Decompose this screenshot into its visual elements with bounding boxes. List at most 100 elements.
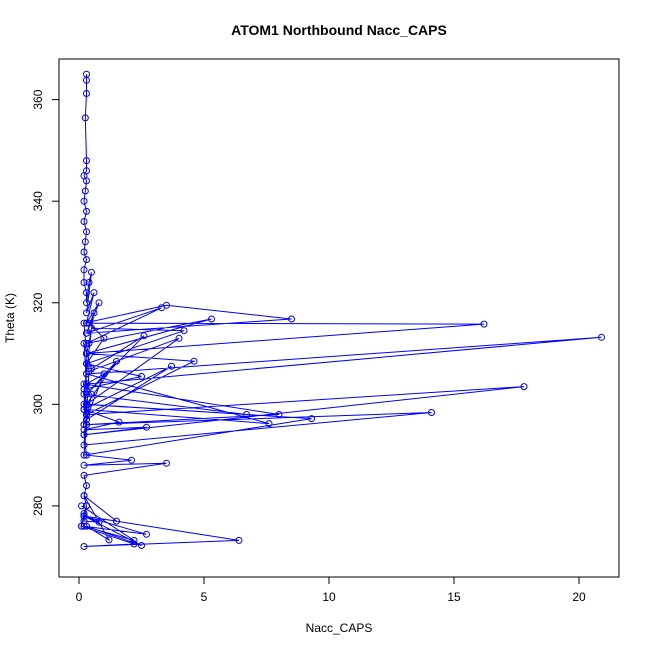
data-point [80, 461, 88, 469]
chart-title: ATOM1 Northbound Nacc_CAPS [231, 22, 447, 38]
y-axis: 280 300 320 340 360 [31, 89, 60, 516]
data-point [113, 357, 120, 365]
data-point [83, 350, 90, 357]
data-point [83, 451, 90, 459]
data-point [80, 248, 88, 256]
x-tick-label: 0 [76, 590, 83, 604]
data-point [308, 415, 315, 423]
data-layer [78, 70, 605, 550]
data-point [80, 339, 88, 347]
x-tick-label: 20 [572, 590, 586, 604]
data-point [190, 357, 198, 365]
data-point [80, 390, 88, 398]
data-point [83, 309, 90, 317]
data-point [90, 309, 98, 317]
data-point [598, 333, 605, 341]
y-tick-label: 360 [31, 89, 45, 109]
data-point [168, 362, 175, 370]
data-point [130, 540, 138, 548]
data-point [88, 390, 95, 398]
data-point [88, 324, 95, 332]
data-point [143, 423, 150, 431]
data-point [175, 334, 183, 342]
data-point [81, 238, 89, 246]
data-point [83, 289, 90, 297]
data-point [83, 228, 90, 236]
data-point [81, 114, 89, 122]
x-tick-label: 10 [322, 590, 336, 604]
data-point [158, 304, 165, 312]
data-point [80, 380, 88, 388]
data-point [128, 456, 135, 464]
data-point [180, 327, 188, 335]
data-point [288, 315, 295, 323]
data-point [90, 289, 98, 297]
data-point [428, 409, 435, 416]
data-point [83, 319, 90, 327]
data-point [265, 420, 273, 428]
data-point [100, 334, 108, 342]
data-point [95, 299, 103, 307]
data-point [80, 451, 88, 459]
data-point [275, 411, 283, 418]
y-tick-label: 320 [31, 292, 45, 312]
data-point [80, 426, 88, 434]
data-point [80, 319, 88, 327]
x-axis: 0 5 10 15 20 [76, 576, 586, 604]
data-point [83, 207, 90, 215]
data-point [88, 268, 95, 276]
data-point [80, 543, 88, 550]
data-point [78, 522, 85, 530]
data-point [83, 416, 90, 424]
data-point [83, 256, 90, 264]
data-point [130, 536, 138, 544]
data-point [83, 360, 90, 368]
x-tick-label: 15 [447, 590, 461, 604]
data-point [78, 502, 85, 510]
data-point [80, 441, 88, 449]
data-point [140, 332, 148, 340]
data-point [85, 339, 93, 347]
data-point [80, 522, 88, 530]
data-point [80, 385, 88, 393]
y-axis-label: Theta (K) [3, 293, 17, 343]
data-point [80, 279, 88, 286]
y-tick-label: 280 [31, 496, 45, 516]
data-point [83, 482, 90, 490]
data-point [80, 431, 88, 439]
data-point [83, 299, 90, 307]
data-point [520, 383, 528, 391]
data-point [85, 279, 93, 286]
data-point [83, 76, 90, 84]
data-point [83, 157, 90, 165]
data-point [100, 370, 108, 378]
data-point [80, 400, 88, 408]
data-point [83, 502, 90, 510]
data-point [235, 536, 243, 544]
data-point [80, 266, 88, 274]
x-axis-label: Nacc_CAPS [306, 621, 373, 635]
y-tick-label: 340 [31, 191, 45, 211]
data-point [143, 530, 150, 538]
data-point [208, 315, 215, 323]
data-point [105, 536, 113, 544]
data-point [480, 320, 488, 328]
x-tick-label: 5 [201, 590, 208, 604]
data-point [81, 187, 89, 195]
data-point [80, 405, 88, 413]
data-point [80, 512, 88, 520]
data-point [138, 542, 145, 549]
data-point [83, 339, 90, 347]
y-tick-label: 300 [31, 394, 45, 414]
data-point [113, 517, 120, 525]
data-point [83, 329, 90, 337]
data-point [80, 218, 88, 225]
data-point [83, 177, 90, 185]
data-point [80, 510, 88, 517]
data-point [80, 492, 88, 500]
data-point [83, 370, 90, 378]
data-point [95, 518, 103, 526]
data-point [243, 411, 250, 418]
